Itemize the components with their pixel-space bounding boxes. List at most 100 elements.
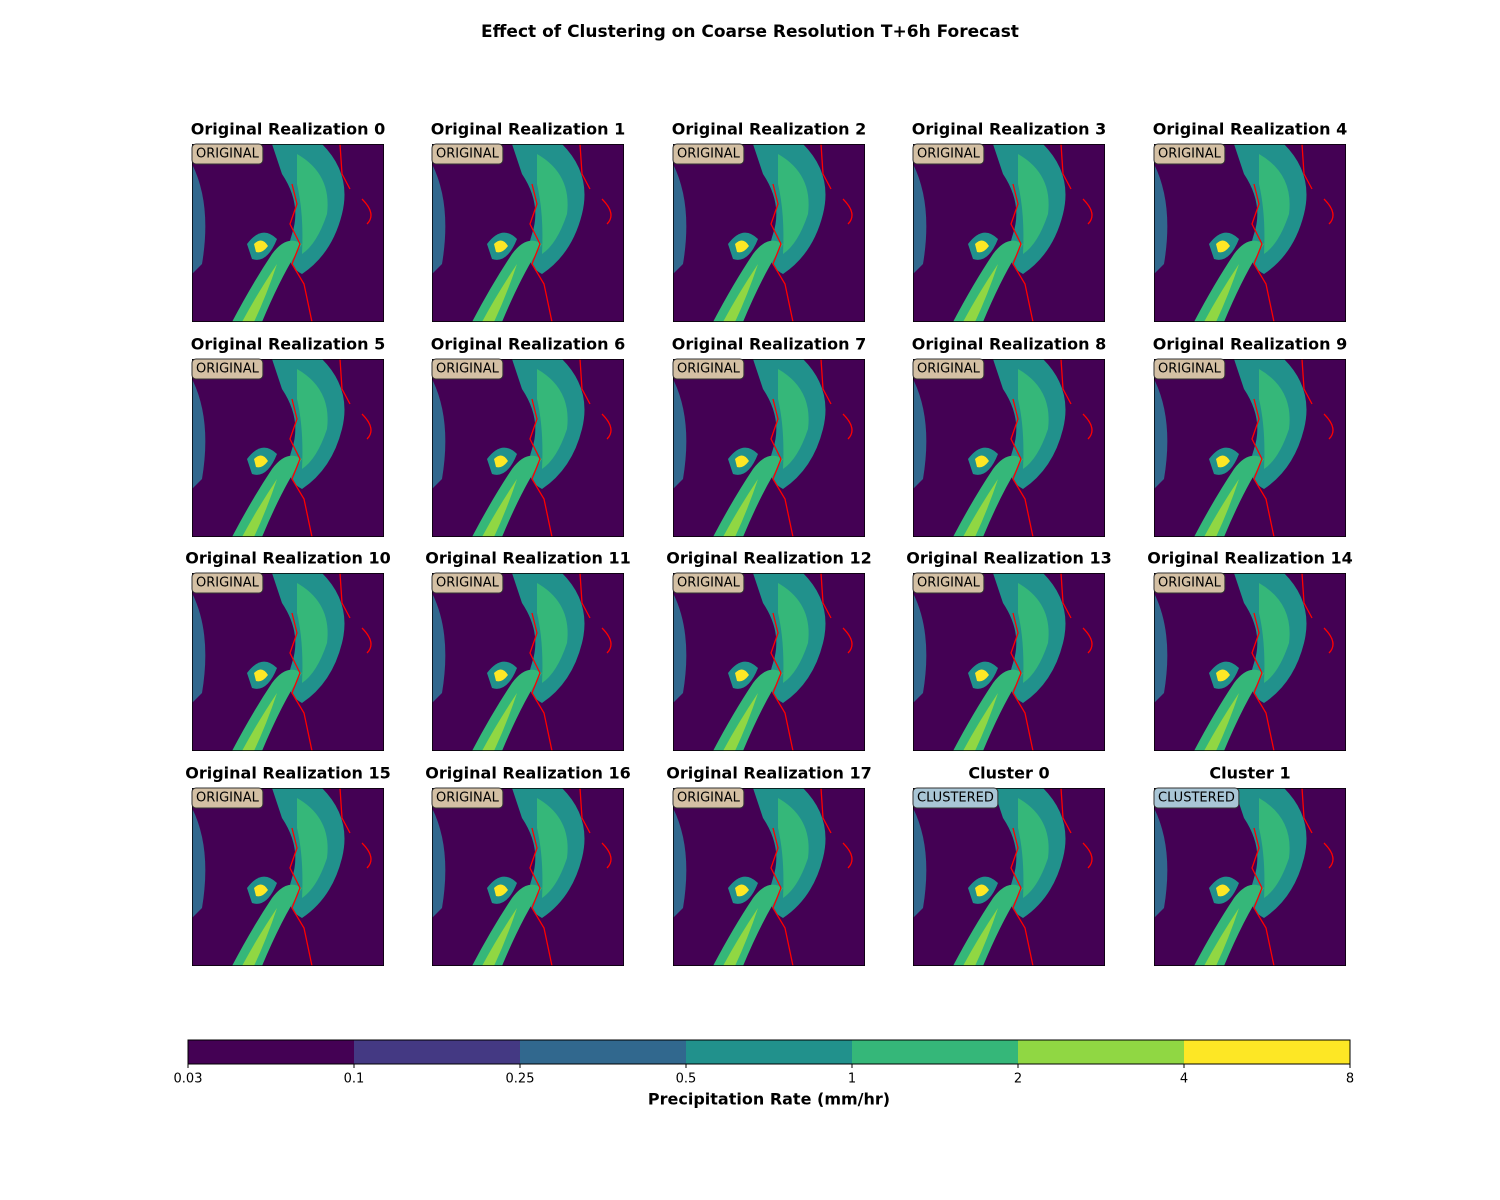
- map-panel: [192, 359, 384, 537]
- panel-badge-box: [1153, 143, 1226, 165]
- panel-badge: CLUSTERED: [917, 791, 994, 806]
- panel-badge: ORIGINAL: [677, 576, 741, 591]
- panel-badge: ORIGINAL: [436, 576, 500, 591]
- panel-badge-box: [191, 787, 264, 809]
- map-panel: [1154, 788, 1346, 966]
- figure-title: Effect of Clustering on Coarse Resolutio…: [481, 22, 1019, 42]
- panel-badge-box: [191, 358, 264, 380]
- colorbar-segment: [354, 1040, 520, 1064]
- panel-badge: ORIGINAL: [1158, 362, 1222, 377]
- panel-badge: ORIGINAL: [917, 362, 981, 377]
- panel-title: Original Realization 6: [431, 335, 625, 354]
- colorbar-tick-label: 1: [848, 1072, 856, 1087]
- panel-title: Original Realization 4: [1153, 120, 1347, 139]
- panel-title: Original Realization 1: [431, 120, 625, 139]
- panel-badge: ORIGINAL: [436, 791, 500, 806]
- panel-title: Original Realization 0: [191, 120, 385, 139]
- panel-badge-box: [912, 143, 985, 165]
- panel-title: Original Realization 8: [912, 335, 1106, 354]
- map-panel: [432, 144, 624, 322]
- panel-title: Original Realization 15: [185, 764, 391, 783]
- panel-badge-box: [672, 143, 745, 165]
- panel-badge: ORIGINAL: [196, 147, 260, 162]
- panel-badge-box: [672, 358, 745, 380]
- panel-badge-box: [1153, 358, 1226, 380]
- colorbar-tick-label: 2: [1014, 1072, 1022, 1087]
- panel-title: Original Realization 11: [425, 549, 631, 568]
- panel-badge: ORIGINAL: [196, 576, 260, 591]
- panel-badge-box: [912, 787, 999, 809]
- map-panel: [913, 573, 1105, 751]
- colorbar-tick-label: 0.25: [506, 1072, 535, 1087]
- panel-badge-box: [431, 572, 504, 594]
- panel-title: Original Realization 2: [672, 120, 866, 139]
- colorbar-segment: [1018, 1040, 1184, 1064]
- map-panel: [192, 144, 384, 322]
- map-panel: [192, 788, 384, 966]
- colorbar-segment: [852, 1040, 1018, 1064]
- panel-badge: ORIGINAL: [436, 147, 500, 162]
- colorbar-label: Precipitation Rate (mm/hr): [648, 1090, 890, 1109]
- panel-title: Original Realization 9: [1153, 335, 1347, 354]
- panel-badge-box: [431, 143, 504, 165]
- panel-badge-box: [912, 358, 985, 380]
- map-panel: [673, 359, 865, 537]
- panel-badge-box: [912, 572, 985, 594]
- colorbar-frame: [187, 1039, 1351, 1065]
- map-panel: [432, 359, 624, 537]
- panel-badge: ORIGINAL: [677, 791, 741, 806]
- panel-badge: ORIGINAL: [677, 147, 741, 162]
- colorbar-tick-label: 0.1: [344, 1072, 365, 1087]
- map-panel: [1154, 144, 1346, 322]
- map-panel: [1154, 359, 1346, 537]
- panel-badge: ORIGINAL: [196, 362, 260, 377]
- colorbar-segment: [520, 1040, 686, 1064]
- map-panel: [673, 144, 865, 322]
- map-panel: [673, 573, 865, 751]
- panel-title: Original Realization 12: [666, 549, 872, 568]
- panel-badge-box: [191, 143, 264, 165]
- panel-badge-box: [1153, 787, 1240, 809]
- panel-badge: ORIGINAL: [917, 147, 981, 162]
- panel-badge-box: [672, 572, 745, 594]
- panel-badge: ORIGINAL: [1158, 147, 1222, 162]
- panel-title: Original Realization 10: [185, 549, 391, 568]
- panel-title: Original Realization 13: [906, 549, 1112, 568]
- map-panel: [1154, 573, 1346, 751]
- panel-badge: ORIGINAL: [196, 791, 260, 806]
- panel-badge-box: [431, 787, 504, 809]
- panel-title: Cluster 1: [1209, 764, 1290, 783]
- panel-title: Original Realization 17: [666, 764, 872, 783]
- panel-title: Original Realization 7: [672, 335, 866, 354]
- panel-badge-box: [191, 572, 264, 594]
- panel-badge-box: [672, 787, 745, 809]
- map-panel: [913, 359, 1105, 537]
- map-panel: [913, 144, 1105, 322]
- panel-badge: ORIGINAL: [436, 362, 500, 377]
- map-panel: [432, 788, 624, 966]
- panel-badge: ORIGINAL: [1158, 576, 1222, 591]
- colorbar-tick-label: 0.03: [174, 1072, 203, 1087]
- map-panel: [192, 573, 384, 751]
- map-panel: [913, 788, 1105, 966]
- panel-badge: ORIGINAL: [917, 576, 981, 591]
- panel-title: Cluster 0: [968, 764, 1049, 783]
- map-panel: [673, 788, 865, 966]
- panel-badge: CLUSTERED: [1158, 791, 1235, 806]
- colorbar-tick-label: 8: [1346, 1072, 1354, 1087]
- panel-badge: ORIGINAL: [677, 362, 741, 377]
- colorbar-segment: [686, 1040, 852, 1064]
- map-panel: [432, 573, 624, 751]
- colorbar-tick-label: 4: [1180, 1072, 1188, 1087]
- panel-title: Original Realization 3: [912, 120, 1106, 139]
- colorbar-tick-label: 0.5: [676, 1072, 697, 1087]
- panel-title: Original Realization 14: [1147, 549, 1353, 568]
- panel-badge-box: [431, 358, 504, 380]
- panel-title: Original Realization 16: [425, 764, 631, 783]
- panel-title: Original Realization 5: [191, 335, 385, 354]
- colorbar-segment: [188, 1040, 354, 1064]
- colorbar-segment: [1184, 1040, 1350, 1064]
- panel-badge-box: [1153, 572, 1226, 594]
